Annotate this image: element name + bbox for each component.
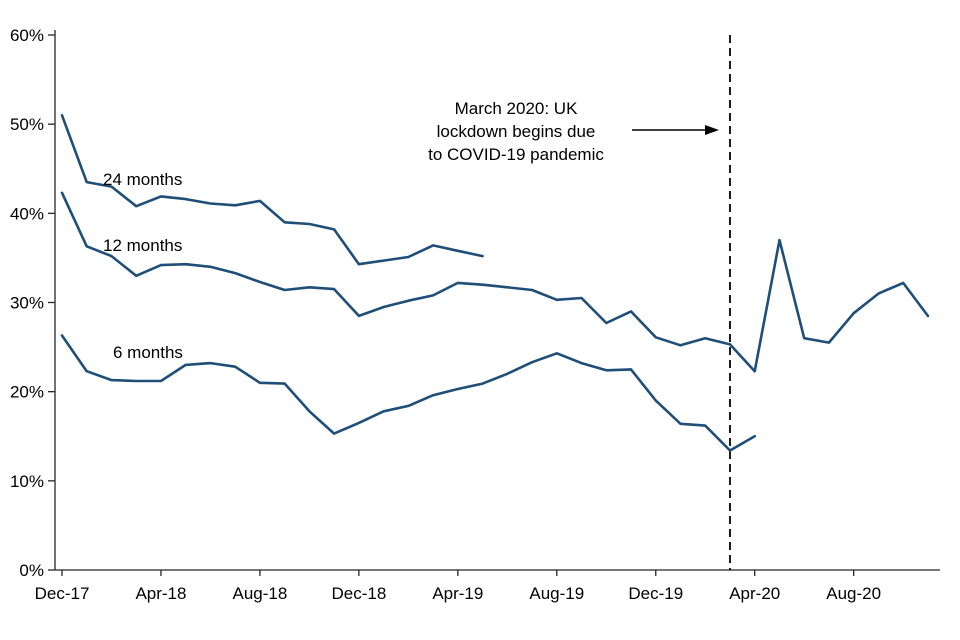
x-axis-tick-label: Apr-19 bbox=[432, 584, 483, 603]
series-label: 24 months bbox=[103, 170, 182, 189]
y-axis-tick-label: 30% bbox=[10, 294, 44, 313]
annotation-text-line: to COVID-19 pandemic bbox=[428, 145, 604, 164]
x-axis-tick-label: Dec-18 bbox=[331, 584, 386, 603]
x-axis-tick-label: Dec-19 bbox=[628, 584, 683, 603]
x-axis-tick-label: Aug-19 bbox=[529, 584, 584, 603]
series-line-12-months bbox=[60, 191, 930, 373]
y-axis-tick-label: 60% bbox=[10, 26, 44, 45]
series-line-6-months bbox=[60, 334, 757, 452]
series-line-24-months bbox=[60, 114, 484, 266]
annotation-text-line: March 2020: UK bbox=[455, 99, 578, 118]
y-axis-tick-label: 40% bbox=[10, 204, 44, 223]
x-axis-tick-label: Aug-20 bbox=[826, 584, 881, 603]
x-axis-tick-label: Apr-20 bbox=[729, 584, 780, 603]
series-label: 6 months bbox=[113, 343, 183, 362]
x-axis-tick-label: Aug-18 bbox=[233, 584, 288, 603]
annotation-text-line: lockdown begins due bbox=[437, 122, 596, 141]
x-axis-tick-label: Apr-18 bbox=[135, 584, 186, 603]
y-axis-tick-label: 0% bbox=[19, 561, 44, 580]
y-axis-tick-label: 10% bbox=[10, 472, 44, 491]
y-axis-tick-label: 20% bbox=[10, 383, 44, 402]
y-axis-tick-label: 50% bbox=[10, 115, 44, 134]
annotation-arrow-head bbox=[705, 125, 719, 135]
x-axis-tick-label: Dec-17 bbox=[35, 584, 90, 603]
series-label: 12 months bbox=[103, 236, 182, 255]
